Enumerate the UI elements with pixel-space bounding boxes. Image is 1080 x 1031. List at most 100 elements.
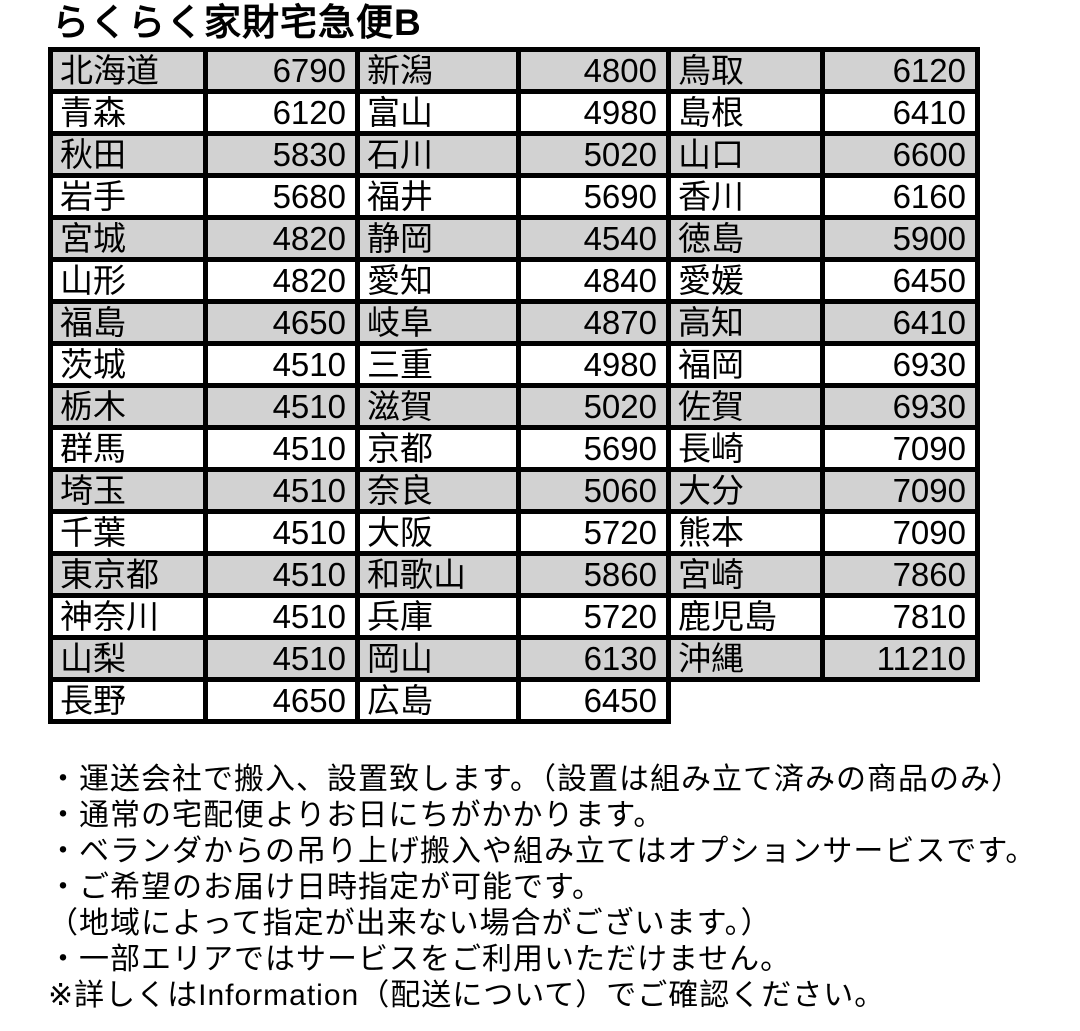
price-cell: 4510	[203, 425, 360, 472]
price-cell	[822, 679, 978, 722]
price-cell: 5860	[516, 551, 671, 598]
price-cell: 6410	[820, 89, 980, 136]
price-cell: 4510	[203, 509, 360, 556]
price-cell: 5720	[516, 593, 671, 640]
price-cell: 4980	[516, 89, 671, 136]
table-row: 群馬 4510 京都 5690 長崎 7090	[48, 425, 980, 472]
prefecture-cell: 岡山	[355, 635, 521, 682]
prefecture-cell: 兵庫	[355, 593, 521, 640]
price-cell: 4540	[516, 215, 671, 262]
prefecture-cell: 佐賀	[666, 383, 825, 430]
price-cell: 7860	[820, 551, 980, 598]
note-line: ・一部エリアではサービスをご利用いただけません。	[48, 943, 792, 976]
note-line: ※詳しくはInformation（配送について）でご確認ください。	[48, 979, 886, 1012]
prefecture-cell: 愛媛	[666, 257, 825, 304]
prefecture-cell: 北海道	[48, 47, 208, 94]
prefecture-cell: 静岡	[355, 215, 521, 262]
prefecture-cell: 神奈川	[48, 593, 208, 640]
note-line: ・ご希望のお届け日時指定が可能です。	[48, 871, 603, 904]
price-cell: 7090	[820, 467, 980, 514]
price-cell: 7090	[820, 509, 980, 556]
prefecture-cell: 熊本	[666, 509, 825, 556]
price-cell: 4820	[203, 215, 360, 262]
note-line: ・通常の宅配便よりお日にちがかかります。	[48, 799, 665, 832]
prefecture-cell: 東京都	[48, 551, 208, 598]
prefecture-cell: 山口	[666, 131, 825, 178]
prefecture-cell: 和歌山	[355, 551, 521, 598]
price-cell: 5680	[203, 173, 360, 220]
table-row: 栃木 4510 滋賀 5020 佐賀 6930	[48, 383, 980, 430]
prefecture-cell	[668, 679, 823, 722]
price-cell: 5900	[820, 215, 980, 262]
price-cell: 5020	[516, 383, 671, 430]
prefecture-cell: 栃木	[48, 383, 208, 430]
price-cell: 4510	[203, 383, 360, 430]
table-row: 山形 4820 愛知 4840 愛媛 6450	[48, 257, 980, 304]
price-cell: 4510	[203, 341, 360, 388]
price-cell: 4510	[203, 635, 360, 682]
price-cell: 5690	[516, 425, 671, 472]
price-cell: 6410	[820, 299, 980, 346]
price-cell: 5830	[203, 131, 360, 178]
price-cell: 4510	[203, 467, 360, 514]
page-title: らくらく家財宅急便B	[52, 2, 422, 43]
table-row: 山梨 4510 岡山 6130 沖縄 11210	[48, 635, 980, 682]
prefecture-cell: 富山	[355, 89, 521, 136]
prefecture-cell: 高知	[666, 299, 825, 346]
shipping-fee-table: 北海道 6790 新潟 4800 鳥取 6120 青森 6120 富山 4980 島根 6410 秋田 5…	[48, 47, 980, 724]
price-cell: 6160	[820, 173, 980, 220]
table-row: 茨城 4510 三重 4980 福岡 6930	[48, 341, 980, 388]
prefecture-cell: 福岡	[666, 341, 825, 388]
table-row: 北海道 6790 新潟 4800 鳥取 6120	[48, 47, 980, 94]
table-row: 長野 4650 広島 6450	[48, 677, 978, 724]
prefecture-cell: 岐阜	[355, 299, 521, 346]
price-cell: 4510	[203, 593, 360, 640]
table-row: 神奈川 4510 兵庫 5720 鹿児島 7810	[48, 593, 980, 640]
price-cell: 4800	[516, 47, 671, 94]
prefecture-cell: 新潟	[355, 47, 521, 94]
prefecture-cell: 香川	[666, 173, 825, 220]
prefecture-cell: 千葉	[48, 509, 208, 556]
price-cell: 6120	[203, 89, 360, 136]
price-cell: 5690	[516, 173, 671, 220]
prefecture-cell: 愛知	[355, 257, 521, 304]
price-cell: 6930	[820, 341, 980, 388]
prefecture-cell: 三重	[355, 341, 521, 388]
price-cell: 4650	[203, 677, 360, 724]
price-cell: 6450	[516, 677, 671, 724]
table-row: 青森 6120 富山 4980 島根 6410	[48, 89, 980, 136]
price-cell: 4650	[203, 299, 360, 346]
prefecture-cell: 徳島	[666, 215, 825, 262]
price-cell: 7810	[820, 593, 980, 640]
table-row: 秋田 5830 石川 5020 山口 6600	[48, 131, 980, 178]
price-cell: 6120	[820, 47, 980, 94]
prefecture-cell: 石川	[355, 131, 521, 178]
table-row: 宮城 4820 静岡 4540 徳島 5900	[48, 215, 980, 262]
note-line: （地域によって指定が出来ない場合がございます。）	[48, 907, 772, 940]
price-cell: 6130	[516, 635, 671, 682]
notes-section: ・運送会社で搬入、設置致します。（設置は組み立て済みの商品のみ） ・通常の宅配便よ…	[48, 762, 1080, 1014]
prefecture-cell: 岩手	[48, 173, 208, 220]
price-cell: 4510	[203, 551, 360, 598]
price-cell: 4980	[516, 341, 671, 388]
price-cell: 4820	[203, 257, 360, 304]
prefecture-cell: 山形	[48, 257, 208, 304]
table-row: 東京都 4510 和歌山 5860 宮崎 7860	[48, 551, 980, 598]
table-row: 岩手 5680 福井 5690 香川 6160	[48, 173, 980, 220]
prefecture-cell: 山梨	[48, 635, 208, 682]
price-cell: 5720	[516, 509, 671, 556]
prefecture-cell: 奈良	[355, 467, 521, 514]
price-cell: 6450	[820, 257, 980, 304]
prefecture-cell: 秋田	[48, 131, 208, 178]
prefecture-cell: 大阪	[355, 509, 521, 556]
table-row: 千葉 4510 大阪 5720 熊本 7090	[48, 509, 980, 556]
prefecture-cell: 宮城	[48, 215, 208, 262]
price-cell: 11210	[820, 635, 980, 682]
prefecture-cell: 長崎	[666, 425, 825, 472]
prefecture-cell: 島根	[666, 89, 825, 136]
price-cell: 4840	[516, 257, 671, 304]
price-cell: 7090	[820, 425, 980, 472]
price-cell: 5060	[516, 467, 671, 514]
prefecture-cell: 鳥取	[666, 47, 825, 94]
